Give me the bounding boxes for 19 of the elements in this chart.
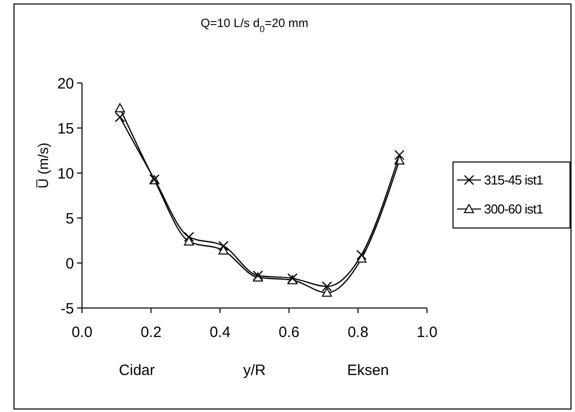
y-tick-label: -5 [60,300,74,318]
x-tick-label: 0.6 [278,324,300,341]
x-tick-label: 0.0 [72,324,92,341]
legend-label: 315-45 ist1 [484,172,544,188]
y-tick-label: 20 [57,75,74,92]
x-tick-label: 0.2 [140,324,162,341]
y-axis-title: U̅ (m/s) [35,142,51,188]
legend-label: 300-60 ist1 [484,202,544,217]
text: Eksen [347,362,389,379]
y-tick-label: 10 [57,165,74,182]
x-tick-label: 0.4 [210,324,230,341]
x-tick-label: 0.8 [348,324,368,341]
text: Cidar [118,362,155,379]
y-tick-label: 15 [57,120,74,138]
x-tick-label: 1.0 [416,324,438,341]
x-axis-title: y/R [243,362,266,379]
chart-title: Q=10 L/s d$_{0}$=20 mm [200,16,308,34]
y-tick-label: 0 [66,255,74,272]
y-tick-label: 5 [66,210,74,228]
